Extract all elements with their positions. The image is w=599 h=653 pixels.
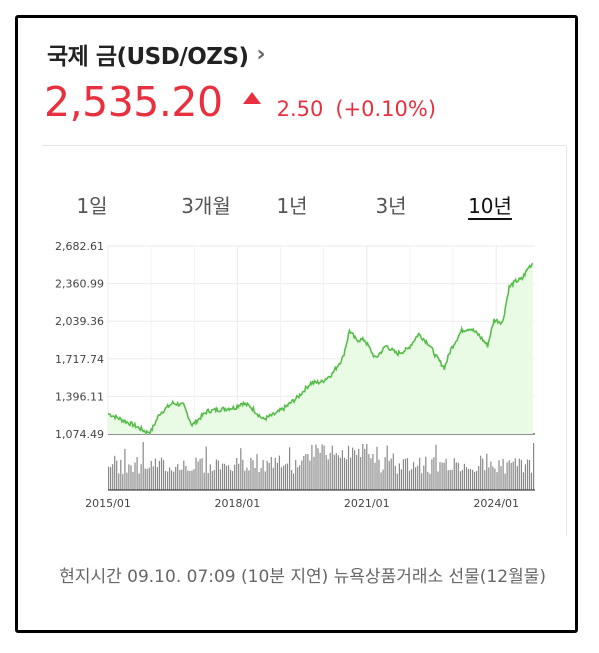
tab-1d[interactable]: 1일 xyxy=(76,194,108,218)
current-price: 2,535.20 xyxy=(44,78,223,126)
title-link[interactable]: 국제 금(USD/OZS) › xyxy=(47,38,266,71)
price-change: 2.50 xyxy=(276,97,324,121)
data-source-note: 현지시간 09.10. 07:09 (10분 지연) 뉴욕상품거래소 선물(12… xyxy=(59,567,546,587)
tab-3m[interactable]: 3개월 xyxy=(181,194,231,218)
divider xyxy=(566,146,567,536)
up-arrow-icon xyxy=(242,92,261,104)
price-row: 2,535.20 2.50 (+0.10%) xyxy=(44,78,436,126)
period-tabs: 1일 3개월 1년 3년 10년 xyxy=(60,190,540,220)
divider xyxy=(42,145,566,146)
chevron-right-icon[interactable]: › xyxy=(256,41,266,67)
instrument-title[interactable]: 국제 금(USD/OZS) xyxy=(47,44,249,70)
tab-10y[interactable]: 10년 xyxy=(468,194,512,218)
tab-1y[interactable]: 1년 xyxy=(276,194,308,218)
price-change-percent: (+0.10%) xyxy=(335,97,437,121)
tab-3y[interactable]: 3년 xyxy=(375,194,407,218)
